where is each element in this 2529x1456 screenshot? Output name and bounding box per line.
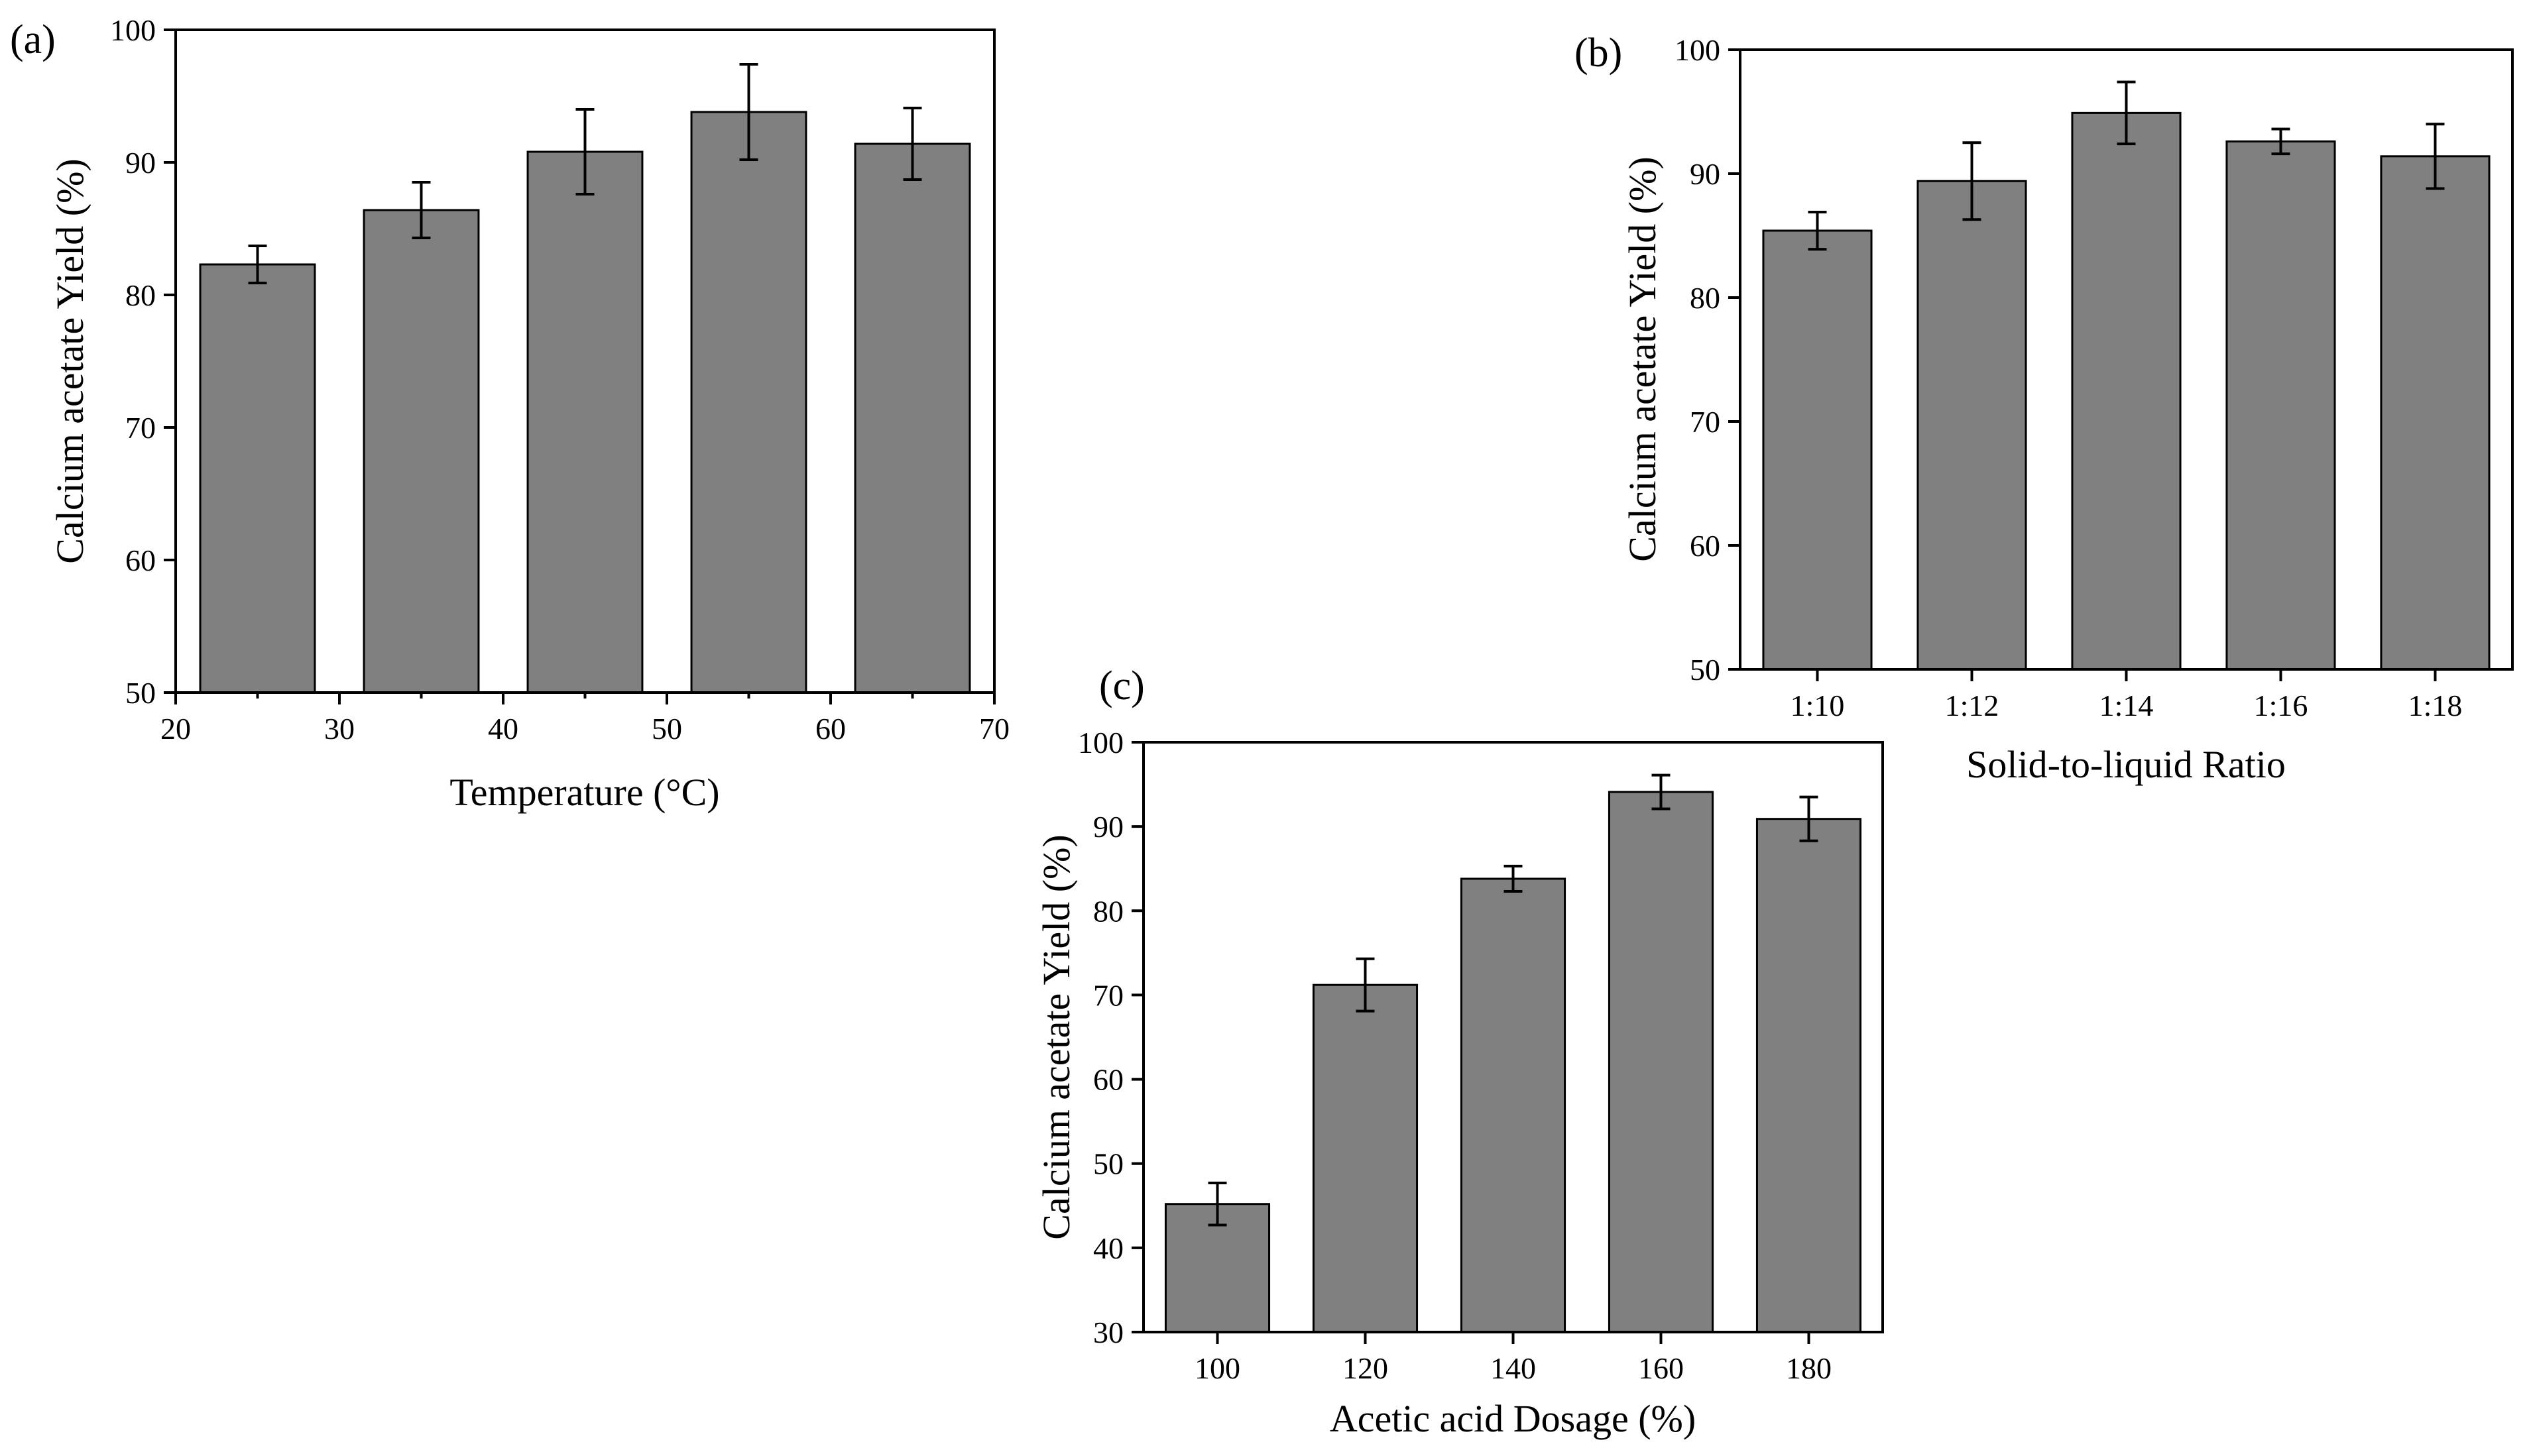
panel-b-error-bar xyxy=(2117,80,2136,146)
panel-b-y-tick-label: 100 xyxy=(1675,33,1720,67)
panel-b-y-axis-title: Calcium acetate Yield (%) xyxy=(1621,156,1664,561)
panel-c-error-bar xyxy=(1799,795,1818,842)
panel-a-y-tick-label: 90 xyxy=(125,146,156,180)
panel-b-error-bar xyxy=(1962,141,1981,221)
panel-c-y-tick-label: 100 xyxy=(1078,726,1124,759)
panel-b-bar xyxy=(2225,140,2336,671)
panel-c-error-bar xyxy=(1356,957,1375,1013)
panel-a-error-bar xyxy=(739,63,758,161)
panel-a-x-tick-label: 50 xyxy=(652,712,682,746)
panel-c-bar xyxy=(1312,983,1419,1333)
panel-c-x-tick-label: 160 xyxy=(1638,1351,1684,1385)
panel-c-x-tick-label: 140 xyxy=(1490,1351,1536,1385)
panel-a-x-tick-label: 60 xyxy=(815,712,846,746)
panel-b-bar xyxy=(1762,229,1873,671)
panel-a-error-bar xyxy=(412,181,431,239)
panel-c-y-tick-label: 90 xyxy=(1093,810,1124,844)
panel-b-frame xyxy=(1739,48,2514,671)
panel-b-x-tick-label: 1:18 xyxy=(2408,689,2463,722)
panel-b-error-bar xyxy=(2271,127,2290,156)
panel-b-x-tick-label: 1:12 xyxy=(1945,689,1999,722)
panel-a-x-axis-title: Temperature (°C) xyxy=(449,771,719,814)
panel-c: (c) 30 40 50 60 70 80 90 100 100 120 140 160 180 Ace… xyxy=(1035,663,1884,1440)
panel-c-x-axis-title: Acetic acid Dosage (%) xyxy=(1330,1397,1696,1440)
panel-a-bar xyxy=(526,150,644,694)
panel-c-x-tick-label: 180 xyxy=(1786,1351,1832,1385)
panel-c-error-bar xyxy=(1503,864,1523,893)
panel-a-y-axis-title: Calcium acetate Yield (%) xyxy=(48,158,91,563)
panel-label-c: (c) xyxy=(1099,663,1145,708)
panel-c-y-tick-label: 50 xyxy=(1093,1147,1124,1181)
panel-a-x-tick-label: 20 xyxy=(160,712,191,746)
panel-a-error-bar xyxy=(903,107,922,181)
panel-b-x-tick-label: 1:16 xyxy=(2254,689,2308,722)
panel-c-frame xyxy=(1142,741,1884,1333)
panel-c-bar xyxy=(1755,818,1862,1333)
panel-c-y-axis-title: Calcium acetate Yield (%) xyxy=(1035,834,1078,1239)
panel-c-error-bar xyxy=(1651,773,1671,811)
panel-a-x-tick-label: 40 xyxy=(488,712,518,746)
panel-c-y-tick-label: 80 xyxy=(1093,894,1124,928)
panel-b-error-bar xyxy=(2426,123,2445,190)
panel-a-x-tick-label: 70 xyxy=(979,712,1010,746)
panel-a-y-tick-label: 50 xyxy=(125,676,156,710)
panel-b: (b) 50 60 70 80 90 100 1:10 1:12 1:14 1:16 1:18 So… xyxy=(1574,30,2514,786)
panel-a-y-tick-label: 70 xyxy=(125,411,156,445)
panel-c-bar xyxy=(1608,791,1714,1333)
panel-c-x-tick-label: 100 xyxy=(1195,1351,1240,1385)
panel-a-error-bar xyxy=(575,108,595,196)
panel-a-bar xyxy=(199,263,316,694)
panel-b-y-tick-label: 70 xyxy=(1690,405,1720,439)
panel-c-y-tick-label: 40 xyxy=(1093,1231,1124,1265)
panel-c-y-tick-label: 60 xyxy=(1093,1063,1124,1097)
panel-a: (a) 50 60 70 80 90 100 20 30 40 50 60 70 Temperatur… xyxy=(10,13,1010,814)
panel-c-y-tick-label: 70 xyxy=(1093,978,1124,1012)
panel-a-error-bar xyxy=(248,245,267,284)
panel-b-error-bar xyxy=(1808,210,1827,251)
panel-a-bar xyxy=(854,142,971,694)
panel-label-b: (b) xyxy=(1574,30,1622,76)
panel-b-bar xyxy=(1916,180,2027,671)
panel-b-bar xyxy=(2380,155,2491,671)
panel-b-y-tick-label: 80 xyxy=(1690,281,1720,315)
panel-c-y-tick-label: 30 xyxy=(1093,1316,1124,1349)
panel-a-bar xyxy=(690,111,807,694)
panel-label-a: (a) xyxy=(10,17,56,62)
panel-a-x-tick-label: 30 xyxy=(324,712,355,746)
panel-b-bar xyxy=(2071,111,2182,671)
panel-c-error-bar xyxy=(1208,1181,1227,1227)
panel-b-x-axis-title: Solid-to-liquid Ratio xyxy=(1966,743,2286,786)
panel-a-y-tick-label: 100 xyxy=(110,13,156,47)
panel-c-bar xyxy=(1460,877,1566,1333)
panel-a-frame xyxy=(174,28,996,694)
panel-b-y-tick-label: 90 xyxy=(1690,157,1720,191)
panel-b-x-tick-label: 1:14 xyxy=(2099,689,2154,722)
panel-a-y-tick-label: 60 xyxy=(125,543,156,577)
panel-b-y-tick-label: 50 xyxy=(1690,653,1720,687)
panel-a-y-tick-label: 80 xyxy=(125,278,156,312)
panel-a-bar xyxy=(363,209,480,694)
panel-b-x-tick-label: 1:10 xyxy=(1791,689,1845,722)
panel-b-y-tick-label: 60 xyxy=(1690,529,1720,563)
panel-c-x-tick-label: 120 xyxy=(1342,1351,1388,1385)
